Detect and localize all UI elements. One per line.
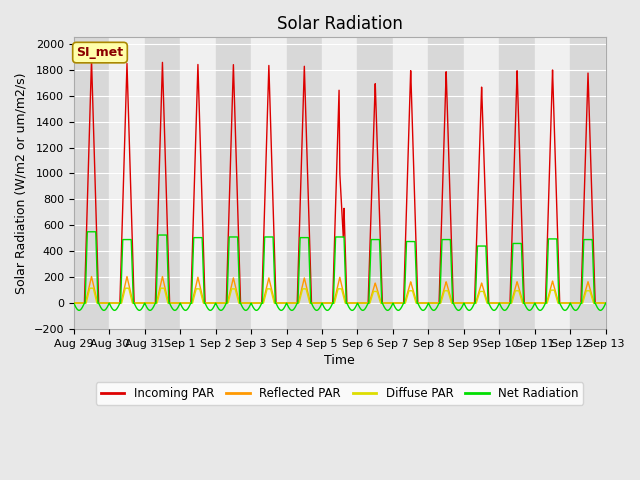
Bar [322, 37, 358, 329]
Reflected PAR [459, 300, 467, 306]
Bar [145, 37, 180, 329]
Line: Incoming PAR: Incoming PAR [74, 60, 605, 303]
Bar [216, 37, 251, 329]
Bar [358, 37, 393, 329]
Diffuse PAR [580, 298, 588, 303]
Incoming PAR [602, 300, 609, 306]
Net Radiation [573, 307, 580, 312]
Incoming PAR [474, 204, 481, 210]
Net Radiation [602, 300, 609, 306]
Line: Diffuse PAR: Diffuse PAR [74, 288, 605, 303]
Title: Solar Radiation: Solar Radiation [277, 15, 403, 33]
Reflected PAR [322, 300, 330, 306]
Bar [287, 37, 322, 329]
Bar [74, 37, 109, 329]
Line: Net Radiation: Net Radiation [74, 232, 605, 311]
Incoming PAR [322, 300, 330, 306]
Net Radiation [474, 243, 482, 249]
Legend: Incoming PAR, Reflected PAR, Diffuse PAR, Net Radiation: Incoming PAR, Reflected PAR, Diffuse PAR… [96, 383, 584, 405]
Bar [499, 37, 535, 329]
Reflected PAR [580, 295, 588, 301]
Diffuse PAR [474, 296, 481, 301]
Reflected PAR [474, 293, 481, 299]
Reflected PAR [251, 300, 259, 306]
Net Radiation [83, 229, 91, 235]
Bar [464, 37, 499, 329]
Text: SI_met: SI_met [76, 46, 124, 59]
Incoming PAR [573, 300, 580, 306]
Bar [180, 37, 216, 329]
Bar [605, 37, 640, 329]
Bar [109, 37, 145, 329]
Net Radiation [76, 308, 83, 313]
Net Radiation [322, 307, 330, 312]
Net Radiation [580, 244, 588, 250]
Net Radiation [70, 300, 77, 306]
Reflected PAR [573, 300, 580, 306]
Line: Reflected PAR: Reflected PAR [74, 276, 605, 303]
Diffuse PAR [573, 300, 580, 306]
Incoming PAR [459, 300, 467, 306]
Incoming PAR [251, 300, 259, 306]
X-axis label: Time: Time [324, 354, 355, 367]
Diffuse PAR [322, 300, 330, 306]
Diffuse PAR [251, 300, 259, 306]
Diffuse PAR [602, 300, 609, 306]
Reflected PAR [88, 274, 95, 279]
Net Radiation [251, 307, 259, 312]
Incoming PAR [70, 300, 77, 306]
Net Radiation [459, 302, 467, 308]
Bar [570, 37, 605, 329]
Y-axis label: Solar Radiation (W/m2 or um/m2/s): Solar Radiation (W/m2 or um/m2/s) [15, 72, 28, 294]
Bar [428, 37, 464, 329]
Incoming PAR [580, 219, 588, 225]
Incoming PAR [88, 57, 95, 62]
Diffuse PAR [70, 300, 77, 306]
Bar [535, 37, 570, 329]
Diffuse PAR [86, 285, 93, 291]
Diffuse PAR [459, 300, 467, 306]
Bar [393, 37, 428, 329]
Reflected PAR [602, 300, 609, 306]
Bar [251, 37, 287, 329]
Reflected PAR [70, 300, 77, 306]
